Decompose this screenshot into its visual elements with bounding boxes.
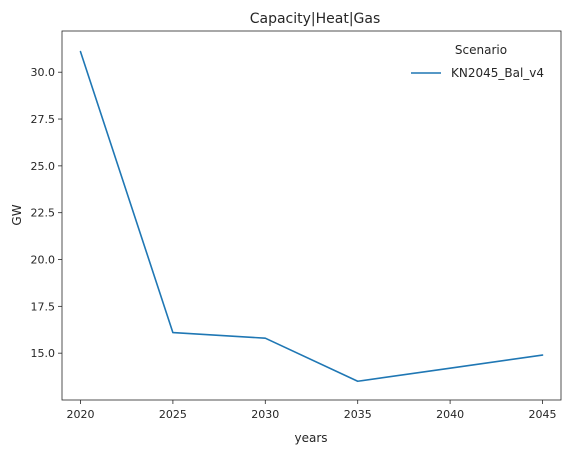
legend-item-label: KN2045_Bal_v4 — [451, 66, 544, 80]
y-tick-label: 27.5 — [31, 113, 56, 126]
x-axis-label: years — [294, 431, 327, 445]
plot-area — [79, 50, 544, 383]
x-axis: 2020 2025 2030 2035 2040 2045 — [66, 400, 557, 421]
y-tick-label: 22.5 — [31, 207, 56, 220]
y-axis: 15.0 17.5 20.0 22.5 25.0 27.5 30.0 — [31, 66, 62, 360]
x-tick-label: 2040 — [436, 408, 464, 421]
y-tick-label: 25.0 — [31, 160, 56, 173]
plot-frame — [61, 30, 562, 401]
y-axis-label: GW — [10, 204, 24, 225]
y-tick-label: 20.0 — [31, 254, 56, 267]
y-tick-label: 30.0 — [31, 66, 56, 79]
x-tick-label: 2045 — [529, 408, 557, 421]
legend[interactable]: Scenario KN2045_Bal_v4 — [411, 43, 544, 80]
x-tick-label: 2020 — [66, 408, 94, 421]
x-tick-label: 2030 — [251, 408, 279, 421]
series-line — [79, 50, 544, 383]
y-tick-label: 15.0 — [31, 347, 56, 360]
x-tick-label: 2035 — [344, 408, 372, 421]
x-tick-label: 2025 — [159, 408, 187, 421]
chart-title: Capacity|Heat|Gas — [250, 11, 381, 27]
y-tick-label: 17.5 — [31, 300, 56, 313]
legend-title: Scenario — [455, 43, 507, 57]
